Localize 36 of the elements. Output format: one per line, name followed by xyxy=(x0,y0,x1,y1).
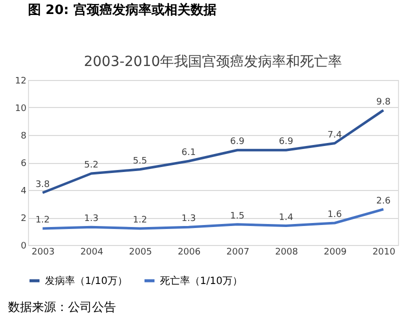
chart-title: 图 20: 宫颈癌发病率或相关数据 xyxy=(28,2,216,18)
y-tick-label: 4 xyxy=(20,186,27,196)
data-label: 1.3 xyxy=(84,214,98,224)
x-tick-label: 2009 xyxy=(324,248,347,258)
data-label: 1.4 xyxy=(278,212,294,223)
legend-label: 发病率（1/10万） xyxy=(45,274,128,287)
x-tick-label: 2010 xyxy=(372,248,396,258)
data-label: 1.3 xyxy=(181,214,196,224)
data-label: 3.8 xyxy=(35,180,50,190)
data-label: 1.2 xyxy=(35,216,50,226)
data-label: 1.6 xyxy=(328,210,342,220)
data-label: 6.9 xyxy=(230,137,245,148)
data-label: 5.5 xyxy=(132,156,148,166)
y-tick-label: 12 xyxy=(15,76,26,86)
x-tick-label: 2005 xyxy=(129,248,152,258)
y-tick-label: 6 xyxy=(20,159,27,169)
y-tick-label: 2 xyxy=(20,214,26,224)
x-tick-label: 2006 xyxy=(178,248,201,258)
y-tick-label: 8 xyxy=(20,132,27,142)
x-tick-label: 2008 xyxy=(275,248,298,258)
x-tick-label: 2004 xyxy=(80,248,104,258)
data-label: 1.5 xyxy=(230,211,245,222)
y-tick-label: 10 xyxy=(15,104,27,114)
data-label: 9.8 xyxy=(376,97,391,108)
chart-subtitle: 2003-2010年我国宫颈癌发病率和死亡率 xyxy=(84,54,342,70)
data-label: 2.6 xyxy=(376,196,391,206)
data-label: 6.1 xyxy=(181,148,196,158)
legend-label: 死亡率（1/10万） xyxy=(160,274,242,287)
data-label: 6.9 xyxy=(278,137,294,148)
data-label: 5.2 xyxy=(84,160,98,170)
y-tick-label: 0 xyxy=(20,242,27,252)
data-label: 1.2 xyxy=(132,216,148,226)
x-tick-label: 2003 xyxy=(32,248,55,258)
data-label: 7.4 xyxy=(328,130,342,140)
x-tick-label: 2007 xyxy=(226,248,250,258)
source-note: 数据来源：公司公告 xyxy=(8,300,116,314)
